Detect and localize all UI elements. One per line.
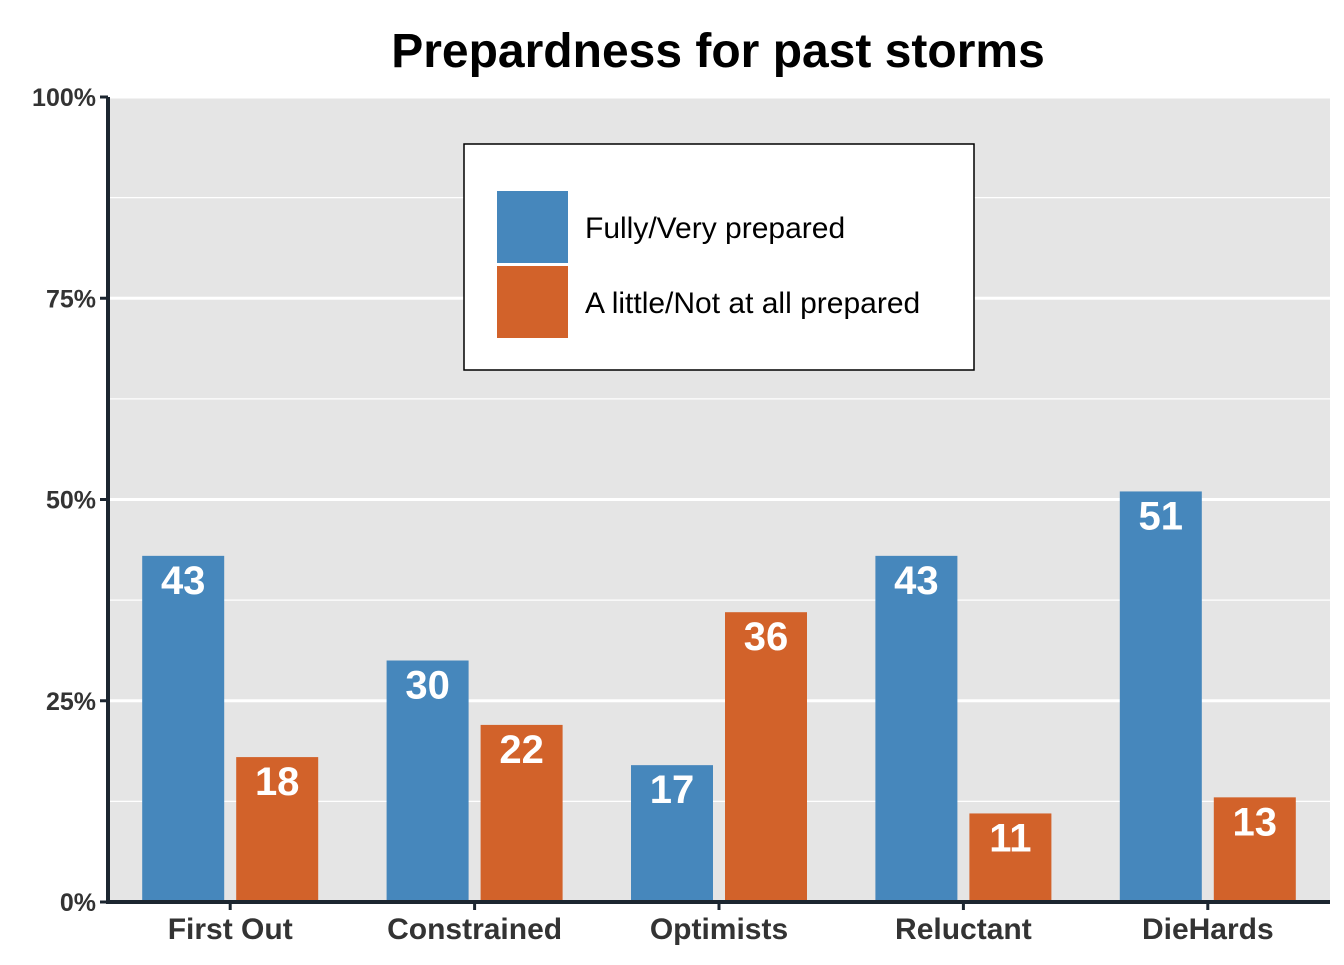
- legend-swatch: [497, 191, 568, 263]
- y-tick-label: 100%: [32, 84, 96, 112]
- legend-label: Fully/Very prepared: [585, 212, 845, 245]
- y-tick-label: 50%: [46, 487, 96, 515]
- bar: [236, 757, 319, 902]
- bar: [480, 724, 563, 902]
- bar: [969, 813, 1052, 902]
- bar-labels: 43 18 30 22 17 36 43 11 51 13: [161, 494, 1277, 860]
- bar: [386, 660, 469, 902]
- legend: Fully/Very prepared A little/Not at all p…: [463, 143, 975, 371]
- bar-value-label: 43: [894, 559, 939, 603]
- bar-value-label: 30: [405, 664, 450, 708]
- bar: [142, 555, 225, 902]
- x-tick-label: First Out: [168, 913, 293, 946]
- bar-value-label: 18: [255, 760, 300, 804]
- bar-value-label: 43: [161, 559, 206, 603]
- y-tick-label: 25%: [46, 688, 96, 716]
- bar: [1213, 797, 1296, 902]
- bar: [725, 612, 807, 902]
- legend-label: A little/Not at all prepared: [585, 287, 920, 320]
- bar-value-label: 51: [1139, 494, 1184, 538]
- bar: [631, 765, 713, 902]
- y-tick-label: 0%: [60, 889, 96, 917]
- bar-value-label: 22: [499, 728, 544, 772]
- tick-labels: First Out Constrained Optimists Reluctant Di…: [32, 84, 1274, 946]
- x-tick-label: Optimists: [650, 913, 788, 946]
- bar-value-label: 11: [989, 816, 1031, 860]
- bar: [875, 555, 958, 902]
- axes: [100, 95, 1330, 910]
- bar-value-label: 17: [650, 768, 695, 812]
- x-tick-label: DieHards: [1142, 913, 1274, 946]
- bar-value-label: 13: [1233, 800, 1278, 844]
- bar-value-label: 36: [744, 615, 789, 659]
- bar: [1119, 491, 1202, 902]
- x-tick-label: Constrained: [387, 913, 562, 946]
- x-tick-label: Reluctant: [895, 913, 1032, 946]
- y-tick-label: 75%: [46, 285, 96, 313]
- legend-swatch: [497, 266, 568, 338]
- bars: [142, 491, 1296, 902]
- chart-title: Prepardness for past storms: [391, 25, 1045, 78]
